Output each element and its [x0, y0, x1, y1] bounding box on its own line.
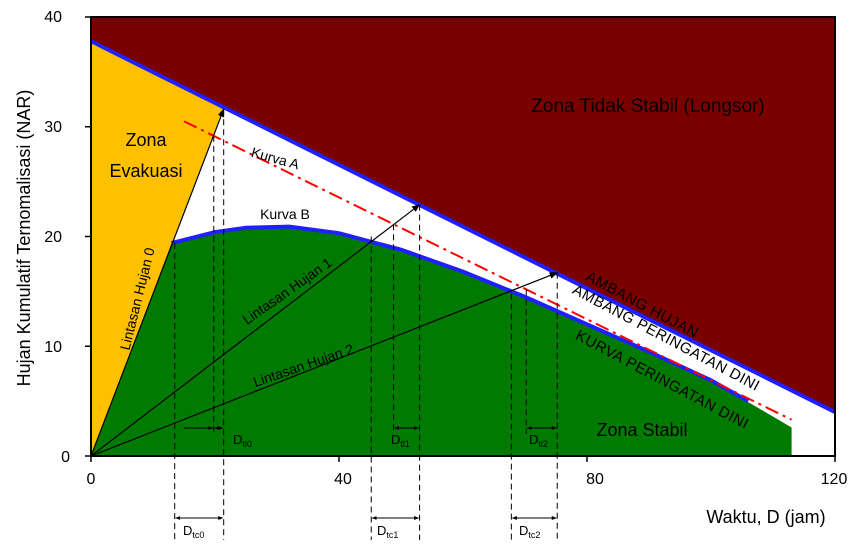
- evacuation-zone-label: Evakuasi: [109, 161, 182, 181]
- xtick-label: 0: [87, 471, 96, 488]
- unstable-zone-area: [91, 17, 835, 413]
- rain-path-0-arrow: [90, 108, 225, 457]
- y-axis-title: Hujan Kumulatif Ternomalisasi (NAR): [14, 90, 34, 387]
- xtick-label: 80: [586, 471, 604, 488]
- ytick-label: 40: [44, 9, 62, 26]
- early-warning-threshold-line: [183, 120, 793, 421]
- ytick-label: 20: [44, 229, 62, 246]
- ytick-label: 0: [61, 449, 70, 466]
- rain-path-2-arrow: [90, 272, 559, 457]
- dtl2-label: Dtl2: [529, 432, 548, 449]
- x-axis-title: Waktu, D (jam): [706, 507, 825, 527]
- warning-curve-line: [171, 224, 750, 403]
- dtc2-label: Dtc2: [519, 523, 540, 540]
- dashed-duration-guides: [174, 109, 558, 540]
- unstable-zone-label: Zona Tidak Stabil (Longsor): [531, 96, 764, 117]
- evacuation-zone-area: [91, 41, 224, 456]
- dtl0-label: Dtl0: [233, 432, 252, 449]
- kurva-b-label: Kurva B: [260, 206, 310, 222]
- ytick-label: 30: [44, 119, 62, 136]
- kurva-a-label: Kurva A: [250, 144, 302, 173]
- rain-paths: [90, 108, 559, 457]
- dtc1-label: Dtc1: [377, 523, 398, 540]
- dtl1-label: Dtl1: [391, 432, 410, 449]
- stable-zone-label: Zona Stabil: [596, 420, 687, 440]
- xtick-label: 40: [334, 471, 352, 488]
- ytick-label: 10: [44, 339, 62, 356]
- rain-threshold-line: [90, 39, 836, 414]
- dtc0-label: Dtc0: [183, 523, 204, 540]
- xtick-label: 120: [821, 471, 848, 488]
- stable-zone-area: [91, 226, 792, 456]
- evacuation-zone-label: Zona: [125, 130, 167, 150]
- axis-ticks: [85, 16, 836, 462]
- duration-dimension-arrows: [175, 426, 557, 520]
- rain-path-1-arrow: [90, 204, 421, 457]
